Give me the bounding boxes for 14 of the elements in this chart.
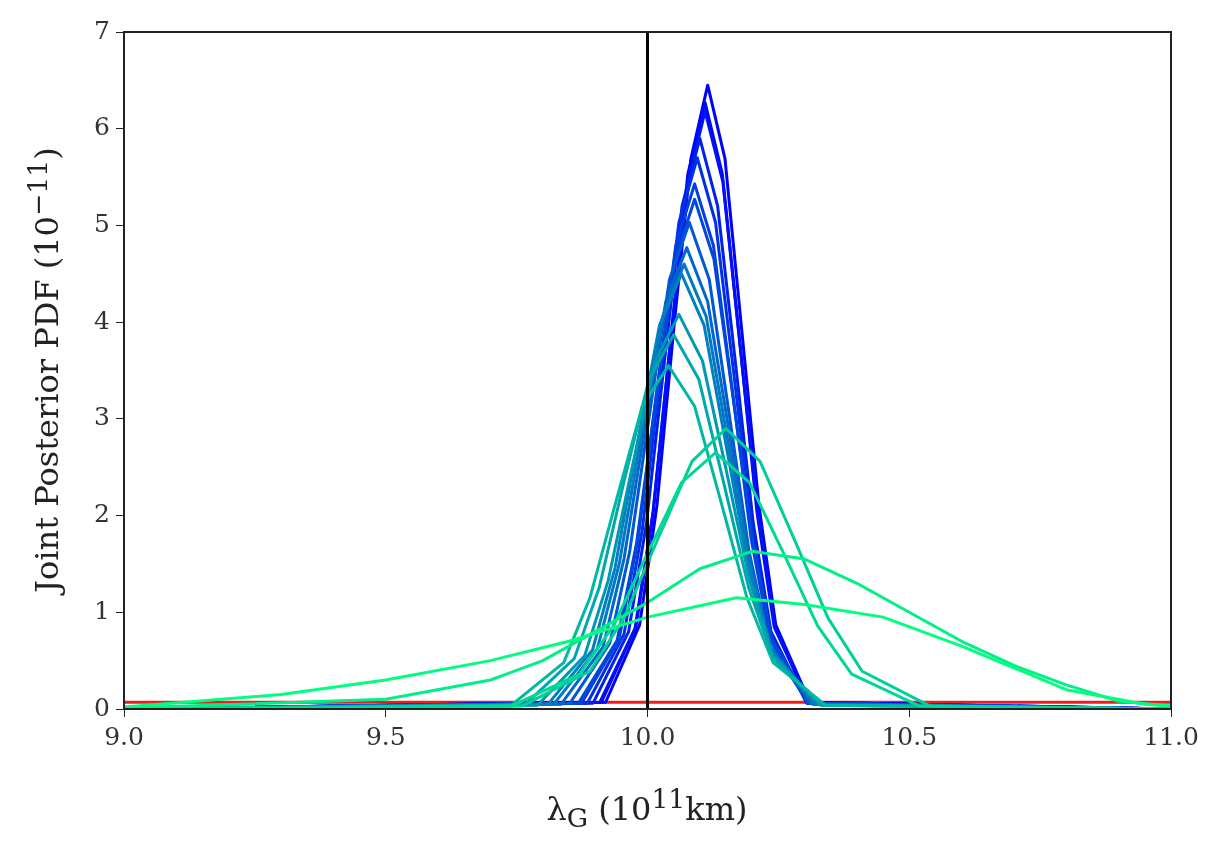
x-tick-label: 9.5 xyxy=(365,721,406,751)
y-tick-label: 1 xyxy=(94,595,110,625)
y-tick-label: 4 xyxy=(94,305,110,335)
y-tick-label: 5 xyxy=(94,208,110,238)
x-tick-label: 9.0 xyxy=(104,721,144,751)
y-tick-label: 2 xyxy=(94,499,110,529)
y-tick-label: 3 xyxy=(94,402,110,432)
x-axis-title: λ$_{G}$ (10$^{11}$km) xyxy=(546,782,748,834)
x-tick-label: 10.0 xyxy=(619,721,676,751)
y-tick-label: 6 xyxy=(94,112,110,142)
y-tick-label: 0 xyxy=(94,692,110,722)
y-tick-label: 7 xyxy=(94,15,110,45)
x-tick-label: 11.0 xyxy=(1143,721,1199,751)
x-tick-label: 10.5 xyxy=(881,721,938,751)
